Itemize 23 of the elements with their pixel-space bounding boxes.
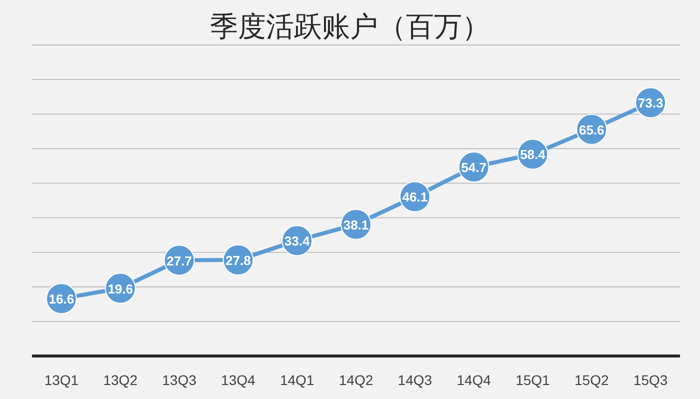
x-tick-label: 13Q1 — [44, 372, 79, 388]
x-tick-label: 15Q2 — [574, 372, 609, 388]
data-label: 58.4 — [520, 147, 546, 162]
data-label: 54.7 — [461, 160, 486, 175]
data-label: 16.6 — [48, 292, 74, 307]
x-tick-label: 14Q4 — [456, 372, 492, 388]
data-label: 27.8 — [226, 252, 251, 268]
x-tick-label: 13Q4 — [221, 372, 256, 388]
x-tick-label: 15Q3 — [633, 372, 668, 388]
chart-title: 季度活跃账户（百万） — [210, 12, 490, 43]
x-tick-label: 15Q1 — [516, 372, 550, 388]
data-label: 38.1 — [343, 217, 369, 232]
data-label: 33.4 — [284, 234, 311, 249]
data-label: 65.6 — [578, 122, 604, 138]
x-tick-label: 13Q2 — [103, 372, 138, 388]
data-label: 73.3 — [638, 96, 664, 111]
data-label: 19.6 — [108, 281, 134, 296]
x-tick-label: 14Q2 — [338, 372, 374, 388]
x-tick-label: 14Q1 — [280, 372, 314, 388]
data-label: 46.1 — [402, 190, 428, 205]
x-tick-label: 13Q3 — [162, 372, 197, 388]
data-label: 27.7 — [166, 253, 192, 268]
x-tick-label: 14Q3 — [398, 372, 432, 388]
